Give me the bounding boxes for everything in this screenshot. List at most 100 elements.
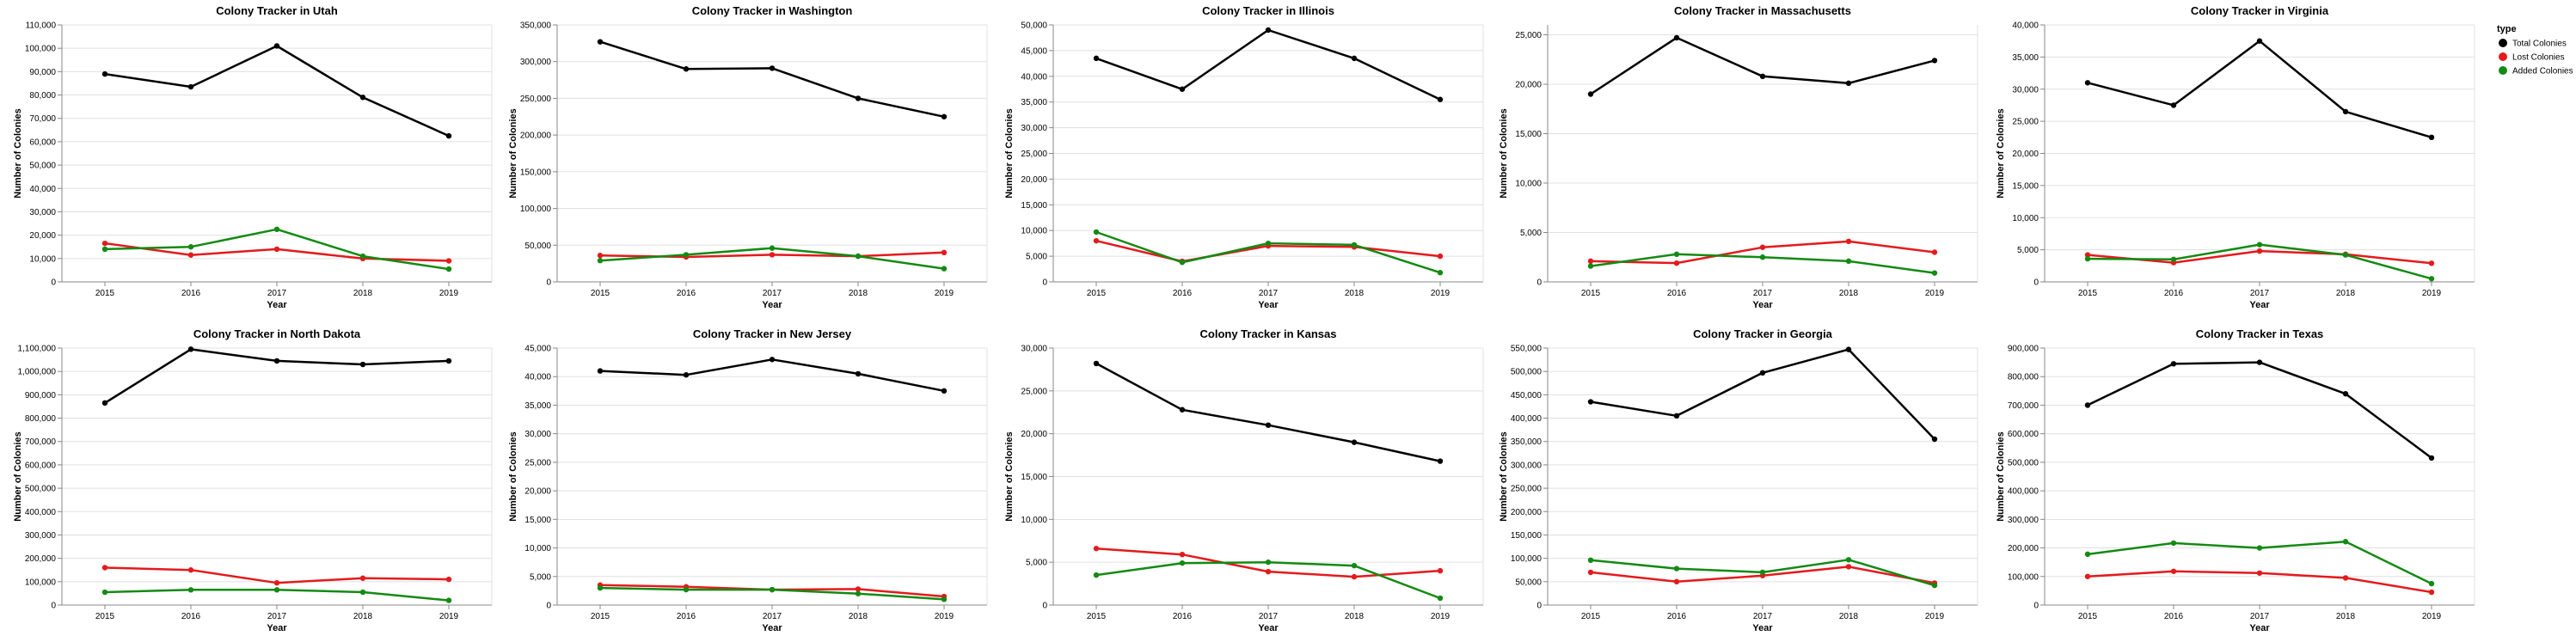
data-point-added-colonies — [597, 584, 604, 591]
panel-georgia: 0 50,000 100,000 150,000 200,000 250,000 300,0… — [1499, 327, 1978, 633]
y-tick-label: 40,000 — [2012, 21, 2039, 31]
data-point-lost-colonies — [2342, 575, 2349, 581]
data-point-total-colonies — [101, 70, 108, 77]
data-point-lost-colonies — [2170, 568, 2177, 574]
legend-entry-added: Added Colonies — [2499, 66, 2573, 76]
data-point-lost-colonies — [2428, 260, 2435, 266]
data-point-total-colonies — [445, 132, 452, 139]
y-tick-label: 400,000 — [2008, 487, 2039, 497]
data-point-added-colonies — [1673, 566, 1680, 572]
y-tick-label: 700,000 — [2008, 401, 2039, 411]
y-axis-title: Number of Colonies — [508, 431, 518, 522]
series-line-added-colonies — [1095, 560, 1442, 600]
data-point-total-colonies — [941, 388, 948, 394]
y-axis-title: Number of Colonies — [508, 108, 518, 199]
y-tick-label: 800,000 — [25, 414, 57, 424]
legend: type Total Colonies Lost Colonies Added … — [2497, 24, 2573, 76]
x-tick-label: 2015 — [2078, 612, 2098, 621]
legend-entry-total: Total Colonies — [2499, 39, 2567, 49]
y-tick-label: 10,000 — [524, 544, 551, 553]
x-axis-title: Year — [2249, 300, 2270, 310]
data-point-lost-colonies — [2256, 248, 2263, 254]
y-tick-label: 0 — [51, 278, 56, 288]
x-tick-label: 2017 — [1259, 612, 1279, 621]
panel-kansas: 0 5,000 10,000 15,000 20,000 25,000 30,000 2015… — [1004, 327, 1484, 633]
y-tick-label: 20,000 — [524, 487, 551, 497]
x-tick-label: 2017 — [1259, 289, 1279, 298]
y-tick-label: 35,000 — [2012, 53, 2039, 63]
data-point-added-colonies — [1351, 242, 1358, 248]
y-tick-label: 500,000 — [2008, 458, 2039, 468]
panel-utah: 0 10,000 20,000 30,000 40,000 50,000 60,000 70,… — [13, 4, 493, 310]
y-tick-label: 100,000 — [2008, 572, 2039, 582]
x-tick-label: 2016 — [677, 289, 696, 298]
y-tick-label: 800,000 — [2008, 373, 2039, 382]
x-tick-label: 2019 — [439, 612, 459, 621]
y-tick-label: 350,000 — [520, 21, 552, 31]
y-tick-label: 40,000 — [29, 185, 56, 194]
data-point-total-colonies — [1093, 55, 1100, 62]
data-point-lost-colonies — [1093, 546, 1100, 552]
series-line-total-colonies — [1095, 362, 1442, 462]
series-line-total-colonies — [1095, 28, 1442, 101]
legend-label-total: Total Colonies — [2512, 40, 2567, 49]
panel-title: Colony Tracker in Massachusetts — [1674, 4, 1851, 17]
y-tick-label: 30,000 — [1021, 345, 1047, 354]
data-point-total-colonies — [187, 83, 194, 90]
data-point-added-colonies — [1265, 240, 1272, 247]
y-tick-label: 15,000 — [1021, 201, 1047, 211]
y-tick-label: 10,000 — [1515, 180, 1542, 189]
panel-virginia: 0 5,000 10,000 15,000 20,000 25,000 30,000 35,0… — [1996, 4, 2475, 310]
data-point-total-colonies — [1673, 413, 1680, 419]
x-tick-label: 2019 — [935, 612, 954, 621]
y-tick-label: 35,000 — [1021, 98, 1047, 107]
y-tick-label: 60,000 — [29, 138, 56, 147]
panel-title: Colony Tracker in Georgia — [1693, 327, 1833, 340]
y-tick-label: 5,000 — [1026, 559, 1047, 568]
data-point-added-colonies — [359, 253, 366, 260]
y-axis-title: Number of Colonies — [1499, 431, 1509, 522]
y-tick-label: 10,000 — [1021, 516, 1047, 525]
data-point-added-colonies — [1845, 557, 1852, 563]
x-axis-title: Year — [1258, 623, 1279, 633]
data-point-total-colonies — [1931, 58, 1938, 64]
x-tick-label: 2017 — [267, 289, 287, 298]
x-tick-label: 2016 — [1667, 612, 1687, 621]
x-tick-label: 2015 — [1087, 289, 1107, 298]
x-tick-label: 2016 — [181, 612, 201, 621]
y-tick-label: 0 — [2033, 278, 2039, 288]
y-tick-label: 20,000 — [1021, 430, 1047, 439]
series-line-total-colonies — [598, 358, 946, 393]
data-point-added-colonies — [1673, 251, 1680, 257]
data-point-added-colonies — [2256, 545, 2263, 551]
data-point-total-colonies — [1437, 458, 1444, 464]
data-point-total-colonies — [2428, 455, 2435, 462]
data-point-added-colonies — [855, 253, 862, 260]
x-tick-label: 2016 — [677, 612, 696, 621]
y-tick-label: 20,000 — [29, 231, 56, 241]
data-point-total-colonies — [2084, 80, 2091, 86]
y-tick-label: 15,000 — [2012, 181, 2039, 191]
data-point-lost-colonies — [1437, 253, 1444, 260]
data-point-lost-colonies — [1845, 564, 1852, 570]
y-tick-label: 250,000 — [1511, 485, 1543, 494]
data-point-lost-colonies — [187, 567, 194, 573]
panel-massachusetts: 0 5,000 10,000 15,000 20,000 25,000 2015 2016 20… — [1499, 4, 1978, 310]
panel-title: Colony Tracker in Kansas — [1200, 327, 1337, 340]
y-tick-label: 25,000 — [524, 458, 551, 468]
x-tick-label: 2016 — [1173, 289, 1193, 298]
y-tick-label: 200,000 — [25, 554, 57, 564]
x-tick-label: 2015 — [95, 612, 115, 621]
data-point-lost-colonies — [445, 258, 452, 264]
x-tick-label: 2019 — [439, 289, 459, 298]
data-point-lost-colonies — [597, 253, 604, 259]
x-tick-label: 2019 — [1431, 289, 1451, 298]
data-point-added-colonies — [941, 266, 948, 272]
y-tick-label: 25,000 — [2012, 118, 2039, 127]
data-point-total-colonies — [1759, 370, 1766, 376]
data-point-total-colonies — [2342, 390, 2349, 397]
data-point-added-colonies — [769, 586, 776, 593]
y-tick-label: 0 — [1536, 602, 1542, 611]
y-tick-label: 5,000 — [2017, 246, 2039, 255]
series-line-total-colonies — [598, 40, 946, 119]
